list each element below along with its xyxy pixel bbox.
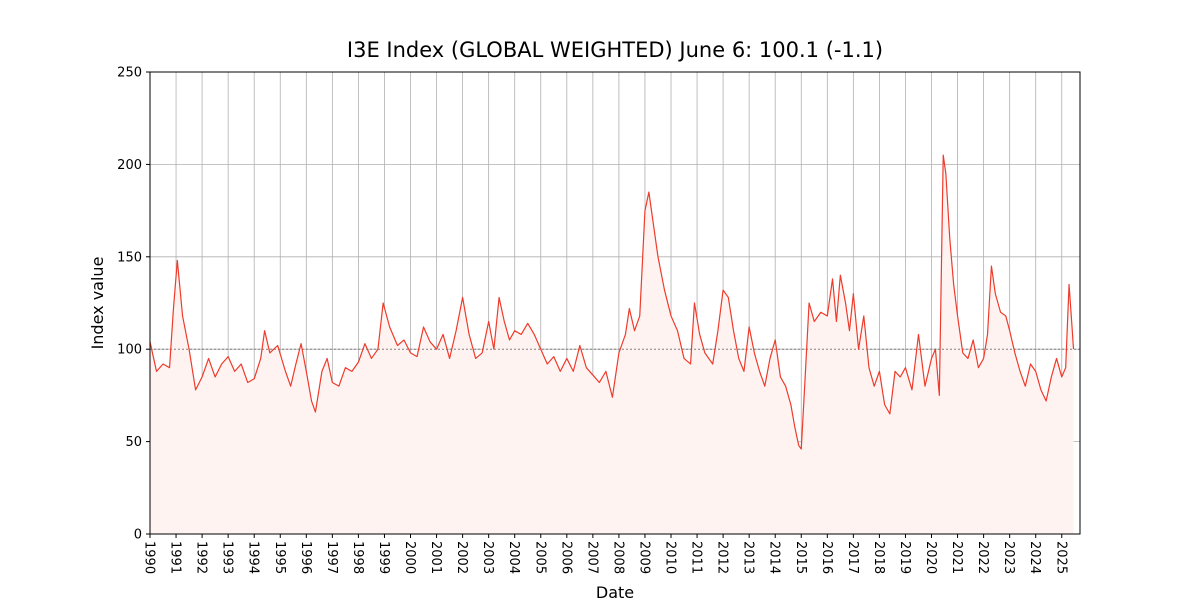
- x-tick-label: 2021: [949, 541, 964, 574]
- y-tick-label: 150: [117, 250, 142, 265]
- y-tick-label: 0: [134, 528, 142, 543]
- x-tick-label: 2011: [689, 541, 704, 574]
- area: [150, 155, 1074, 534]
- x-tick-label: 2023: [1001, 541, 1016, 574]
- x-tick-label: 1995: [272, 541, 287, 574]
- x-tick-label: 2018: [871, 541, 886, 574]
- x-tick-label: 2013: [741, 541, 756, 574]
- x-tick-label: 2025: [1053, 541, 1068, 574]
- x-tick-label: 2001: [428, 541, 443, 574]
- x-tick-label: 2009: [636, 541, 651, 574]
- x-tick-label: 2005: [532, 541, 547, 574]
- y-axis-label: Index value: [88, 257, 107, 350]
- x-tick-label: 2008: [610, 541, 625, 574]
- x-tick-label: 2016: [819, 541, 834, 574]
- x-tick-label: 1997: [324, 541, 339, 574]
- x-tick-label: 2022: [975, 541, 990, 574]
- x-tick-label: 2017: [845, 541, 860, 574]
- x-tick-label: 1998: [350, 541, 365, 574]
- x-tick-label: 2004: [506, 541, 521, 574]
- line: [149, 154, 1075, 450]
- y-tick-label: 50: [125, 435, 142, 450]
- x-tick-label: 2000: [402, 541, 417, 574]
- y-tick-label: 100: [117, 343, 142, 358]
- x-tick-label: 2010: [663, 541, 678, 574]
- x-tick-label: 2020: [923, 541, 938, 574]
- x-tick-label: 2012: [715, 541, 730, 574]
- plot-frame: [149, 71, 1081, 535]
- x-tick-label: 1993: [220, 541, 235, 574]
- x-tick-label: 1990: [142, 541, 157, 574]
- x-tick-label: 2002: [454, 541, 469, 574]
- x-tick-label: 2014: [767, 541, 782, 574]
- y-tick-label: 200: [117, 158, 142, 173]
- x-tick-label: 2003: [480, 541, 495, 574]
- x-tick-label: 1992: [194, 541, 209, 574]
- chart-title: I3E Index (GLOBAL WEIGHTED) June 6: 100.…: [347, 38, 883, 62]
- x-tick-label: 2006: [558, 541, 573, 574]
- x-tick-label: 1996: [298, 541, 313, 574]
- x-axis-label: Date: [596, 583, 634, 600]
- y-tick-label: 250: [117, 66, 142, 81]
- x-tick-label: 2024: [1027, 541, 1042, 574]
- x-tick-label: 1994: [246, 541, 261, 574]
- x-tick-label: 2007: [584, 541, 599, 574]
- x-tick-label: 1999: [376, 541, 391, 574]
- x-tick-label: 2019: [897, 541, 912, 574]
- x-tick-label: 2015: [793, 541, 808, 574]
- x-tick-label: 1991: [168, 541, 183, 574]
